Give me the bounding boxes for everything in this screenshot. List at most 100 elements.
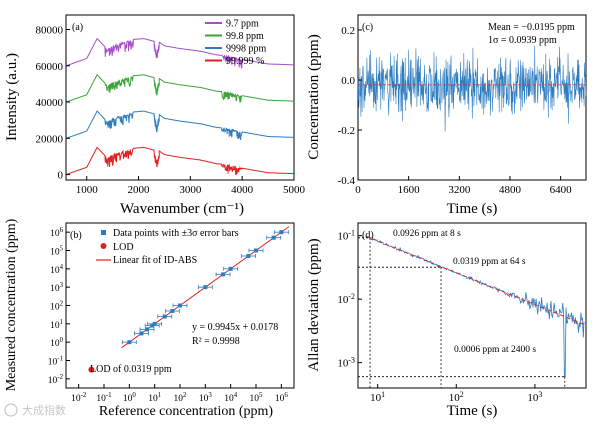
panel-d-xlabel: Time (s) <box>447 403 498 419</box>
y-tick-label-1: 10-1 <box>48 356 63 368</box>
panel-a-ylabel: Intensity (a.u.) <box>4 53 20 141</box>
y-tick-label-0: 0 <box>58 170 64 182</box>
y-tick-label-3: 101 <box>50 319 63 331</box>
y-tick-label-7: 105 <box>50 246 64 258</box>
x-tick-label-1: 1600 <box>398 184 421 196</box>
panel-c-ylabel: Concentration (ppm) <box>306 34 322 159</box>
data-point-13 <box>271 235 276 240</box>
watermark-text: 大成指数 <box>22 403 66 417</box>
data-point-5 <box>162 314 167 319</box>
panel-b-equation: y = 0.9945x + 0.0178 <box>192 322 278 333</box>
panel-c-annotation-mean: Mean = −0.0195 ppm <box>488 22 575 33</box>
data-point-12 <box>254 248 258 253</box>
lod-point <box>88 366 95 373</box>
panel-c-xlabel: Time (s) <box>447 201 498 217</box>
x-tick-label-3: 101 <box>148 392 161 404</box>
panel-d-annotation-8s: 0.0926 ppm at 8 s <box>393 229 461 239</box>
x-tick-label-1: 2000 <box>128 184 151 196</box>
legend-label-2: 9998 ppm <box>226 44 267 55</box>
watermark: 大成指数 <box>4 403 66 417</box>
panel-b-label: (b) <box>70 230 82 241</box>
x-tick-label-3: 4800 <box>499 184 522 196</box>
panel-a: (a) 1000 2000 3000 4000 5000 0 20000 40000 60000… <box>4 14 306 217</box>
y-tick-label-2: 100 <box>50 337 64 349</box>
legend-label-3: 99.999 % <box>226 56 264 67</box>
data-point-4 <box>152 321 157 326</box>
x-tick-label-2: 3200 <box>448 184 471 196</box>
y-tick-label-1: 10-2 <box>337 292 355 306</box>
spectrum-line-3 <box>65 146 295 176</box>
data-point-7 <box>178 303 182 308</box>
panel-b-ticks: 10-2 10-1 100 101 102 103 104 105 106 10-2 10-1 100… <box>48 227 289 404</box>
data-point-0 <box>127 340 132 345</box>
watermark-logo-icon <box>4 403 18 417</box>
y-tick-label-0: 10-3 <box>337 356 355 370</box>
y-tick-label-3: 60000 <box>36 61 64 73</box>
panel-b: (b) 10-2 10-1 100 101 102 103 104 105 106 10-2 10-… <box>4 218 295 419</box>
noise-trace <box>357 45 587 132</box>
panel-b-xlabel: Reference concentration (ppm) <box>99 404 273 419</box>
y-tick-label-1: -0.2 <box>338 125 355 137</box>
panel-b-plot <box>88 226 290 373</box>
y-tick-label-2: 10-1 <box>337 229 355 243</box>
x-tick-label-1: 10-1 <box>96 392 111 404</box>
x-tick-label-2: 3000 <box>179 184 202 196</box>
legend-label-lod: LOD <box>113 242 134 253</box>
data-point-9 <box>221 272 226 277</box>
y-tick-label-8: 106 <box>50 227 64 239</box>
legend-label-0: 9.7 ppm <box>226 19 259 30</box>
panel-d-ticks: 101 102 103 10-3 10-2 10-1 <box>337 229 542 404</box>
y-tick-label-4: 80000 <box>36 25 64 37</box>
panel-a-ticks: 1000 2000 3000 4000 5000 0 20000 40000 60000 8000… <box>36 25 306 196</box>
x-tick-label-5: 103 <box>199 392 213 404</box>
y-tick-label-3: 0.2 <box>341 25 355 37</box>
spectrum-line-2 <box>65 110 294 141</box>
legend-swatch-lod <box>100 243 107 249</box>
y-tick-label-2: 0.0 <box>341 75 355 87</box>
y-tick-label-4: 102 <box>50 301 64 313</box>
panel-c-plot <box>357 45 587 132</box>
x-tick-label-0: 10-2 <box>71 392 87 404</box>
panel-a-plot <box>65 37 295 176</box>
panel-c: (c) 0 1600 3200 4800 6400 -0.4 -0.2 0.0 0.2 Mean… <box>306 14 587 217</box>
x-tick-label-4: 6400 <box>550 184 573 196</box>
data-point-1 <box>139 331 144 336</box>
panel-a-xlabel: Wavenumber (cm⁻¹) <box>120 201 244 217</box>
x-tick-label-1: 102 <box>449 390 464 404</box>
white-noise-line <box>365 235 585 326</box>
spectrum-line-1 <box>65 73 294 103</box>
y-tick-label-1: 20000 <box>36 133 64 145</box>
y-tick-label-0: 10-2 <box>48 374 64 386</box>
panel-b-ylabel: Measured concentration (ppm) <box>4 218 19 391</box>
legend-label-points: Data points with ±3σ error bars <box>113 228 239 239</box>
data-point-2 <box>145 327 150 332</box>
panel-d-annotation-2400s: 0.0006 ppm at 2400 s <box>454 345 536 355</box>
panel-c-ticks: 0 1600 3200 4800 6400 -0.4 -0.2 0.0 0.2 <box>338 25 573 196</box>
panel-d-label: (d) <box>362 230 374 241</box>
data-point-11 <box>246 254 251 259</box>
y-tick-label-6: 104 <box>50 264 64 276</box>
x-tick-label-4: 5000 <box>283 184 306 196</box>
data-point-14 <box>279 230 284 235</box>
x-tick-label-6: 104 <box>224 392 238 404</box>
legend-label-1: 99.8 ppm <box>226 31 264 42</box>
legend-swatch-points <box>101 230 106 235</box>
panel-a-frame <box>65 14 295 181</box>
panel-c-annotation-sigma: 1σ = 0.0939 ppm <box>488 35 557 46</box>
y-tick-label-0: -0.4 <box>338 175 356 187</box>
data-point-8 <box>203 285 208 290</box>
y-tick-label-2: 40000 <box>36 97 64 109</box>
data-point-3 <box>150 323 155 328</box>
panel-a-label: (a) <box>72 22 83 33</box>
x-tick-label-7: 105 <box>250 392 264 404</box>
panel-d-frame <box>357 222 587 389</box>
x-tick-label-2: 103 <box>527 390 542 404</box>
x-tick-label-3: 4000 <box>231 184 254 196</box>
x-tick-label-4: 102 <box>174 392 188 404</box>
data-point-10 <box>228 266 233 271</box>
y-tick-label-5: 103 <box>50 282 64 294</box>
panel-c-label: (c) <box>362 22 373 33</box>
x-tick-label-8: 106 <box>275 392 289 404</box>
